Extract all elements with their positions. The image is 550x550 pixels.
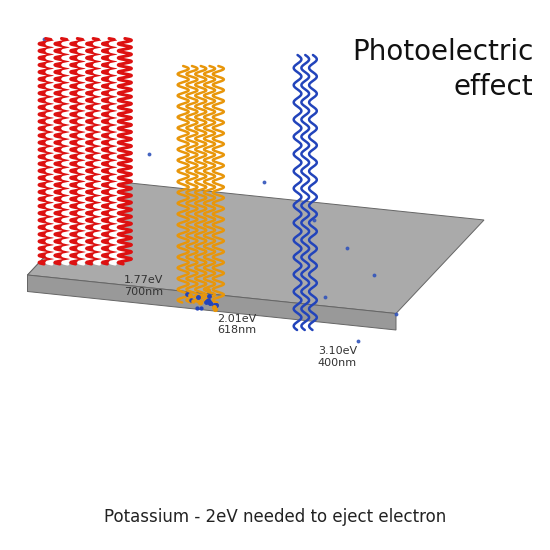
Text: 1.77eV
700nm: 1.77eV 700nm xyxy=(124,275,163,296)
Polygon shape xyxy=(28,182,484,314)
Text: Photoelectric
effect: Photoelectric effect xyxy=(352,39,534,101)
Polygon shape xyxy=(28,275,396,330)
Text: 3.10eV
400nm: 3.10eV 400nm xyxy=(318,346,357,368)
Polygon shape xyxy=(28,182,115,292)
Text: Potassium - 2eV needed to eject electron: Potassium - 2eV needed to eject electron xyxy=(104,508,446,526)
Text: 2.01eV
618nm: 2.01eV 618nm xyxy=(217,314,256,335)
